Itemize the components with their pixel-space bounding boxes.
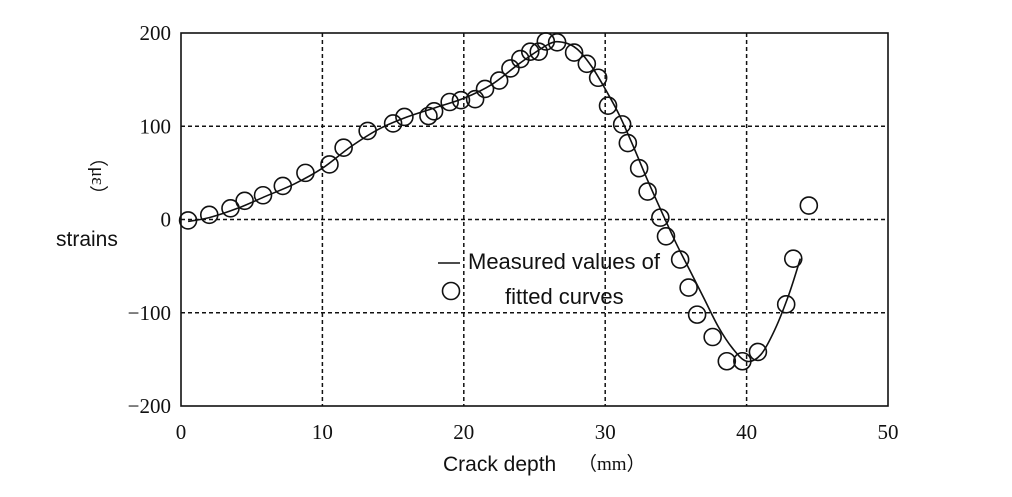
fitted-curve-point (424, 102, 444, 121)
fitted-curve-point (629, 158, 649, 178)
fitted-curve-point (733, 351, 752, 371)
x-tick-label: 20 (453, 420, 474, 444)
fitted-curve-point (334, 138, 353, 157)
x-tick-label: 40 (736, 420, 757, 444)
fitted-curve-point (273, 176, 293, 196)
fitted-curve-point (419, 106, 438, 126)
fitted-curve-point (199, 205, 219, 225)
fitted-curve-point (536, 32, 556, 51)
fitted-curve-point (748, 342, 768, 362)
fitted-curve-point (520, 42, 540, 61)
x-tick-label: 50 (878, 420, 899, 444)
y-tick-label: 200 (140, 21, 172, 45)
fitted-curve-point (577, 54, 597, 74)
fitted-curve-point (612, 115, 632, 134)
legend-marker-label: fitted curves (505, 284, 624, 309)
fitted-curve-point (670, 250, 690, 269)
fitted-curve-point (465, 89, 485, 109)
fitted-curve-point (588, 68, 608, 88)
fitted-curve-point (475, 79, 495, 99)
fitted-curve-point (383, 114, 403, 133)
fitted-curve-point (783, 249, 803, 268)
x-tick-label: 30 (595, 420, 616, 444)
fitted-curve-point (656, 226, 676, 246)
legend-line-label: Measured values of (468, 249, 661, 274)
legend: Measured values of fitted curves (438, 249, 661, 309)
fitted-curve-point (651, 208, 670, 227)
fitted-curve-point (451, 90, 471, 110)
fitted-curve-point (395, 107, 414, 127)
fitted-curve-point (253, 185, 273, 205)
y-tick-label: 100 (140, 114, 172, 138)
fitted-curve-point (440, 92, 459, 112)
x-tick-label: 10 (312, 420, 333, 444)
fitted-curve-point (320, 155, 339, 174)
fitted-curve-point (529, 42, 549, 61)
plot-frame (180, 32, 889, 407)
y-tick-label: −200 (128, 394, 171, 418)
fitted-curve-point (687, 305, 707, 324)
fitted-curve-point (296, 163, 315, 183)
x-axis-unit: （mm） (578, 453, 646, 475)
fitted-curve-point (547, 33, 567, 52)
fitted-curve-point (358, 121, 377, 141)
fitted-curve-point (598, 96, 618, 116)
fitted-curve-point (703, 327, 722, 347)
fitted-curve-point (511, 49, 530, 69)
fitted-curve-point (178, 211, 198, 230)
x-tick-label: 0 (176, 420, 187, 444)
fitted-curve-point (799, 196, 819, 215)
y-axis-unit: （με） (87, 148, 109, 204)
y-tick-label: 0 (161, 208, 172, 232)
fitted-curve-point (618, 133, 638, 153)
y-tick-label: −100 (128, 301, 171, 325)
fitted-curve-point (679, 278, 698, 297)
fitted-curve-point (717, 351, 737, 371)
fitted-curve-point (564, 43, 584, 62)
fitted-curve-point (235, 191, 254, 211)
fitted-curve-point (489, 71, 509, 90)
tick-labels: 0 10 20 30 40 50 200 100 0 −100 −200 (128, 21, 899, 444)
fitted-curve-point (501, 59, 520, 78)
x-axis-label: Crack depth (443, 453, 556, 476)
fitted-curve-point (638, 182, 657, 201)
grid-lines (181, 33, 888, 406)
legend-marker-swatch (441, 281, 461, 301)
fitted-curve-point (776, 295, 796, 314)
series (178, 32, 819, 371)
fitted-curve-point (221, 199, 240, 218)
y-axis-label: strains (56, 228, 118, 251)
axes (180, 32, 889, 407)
